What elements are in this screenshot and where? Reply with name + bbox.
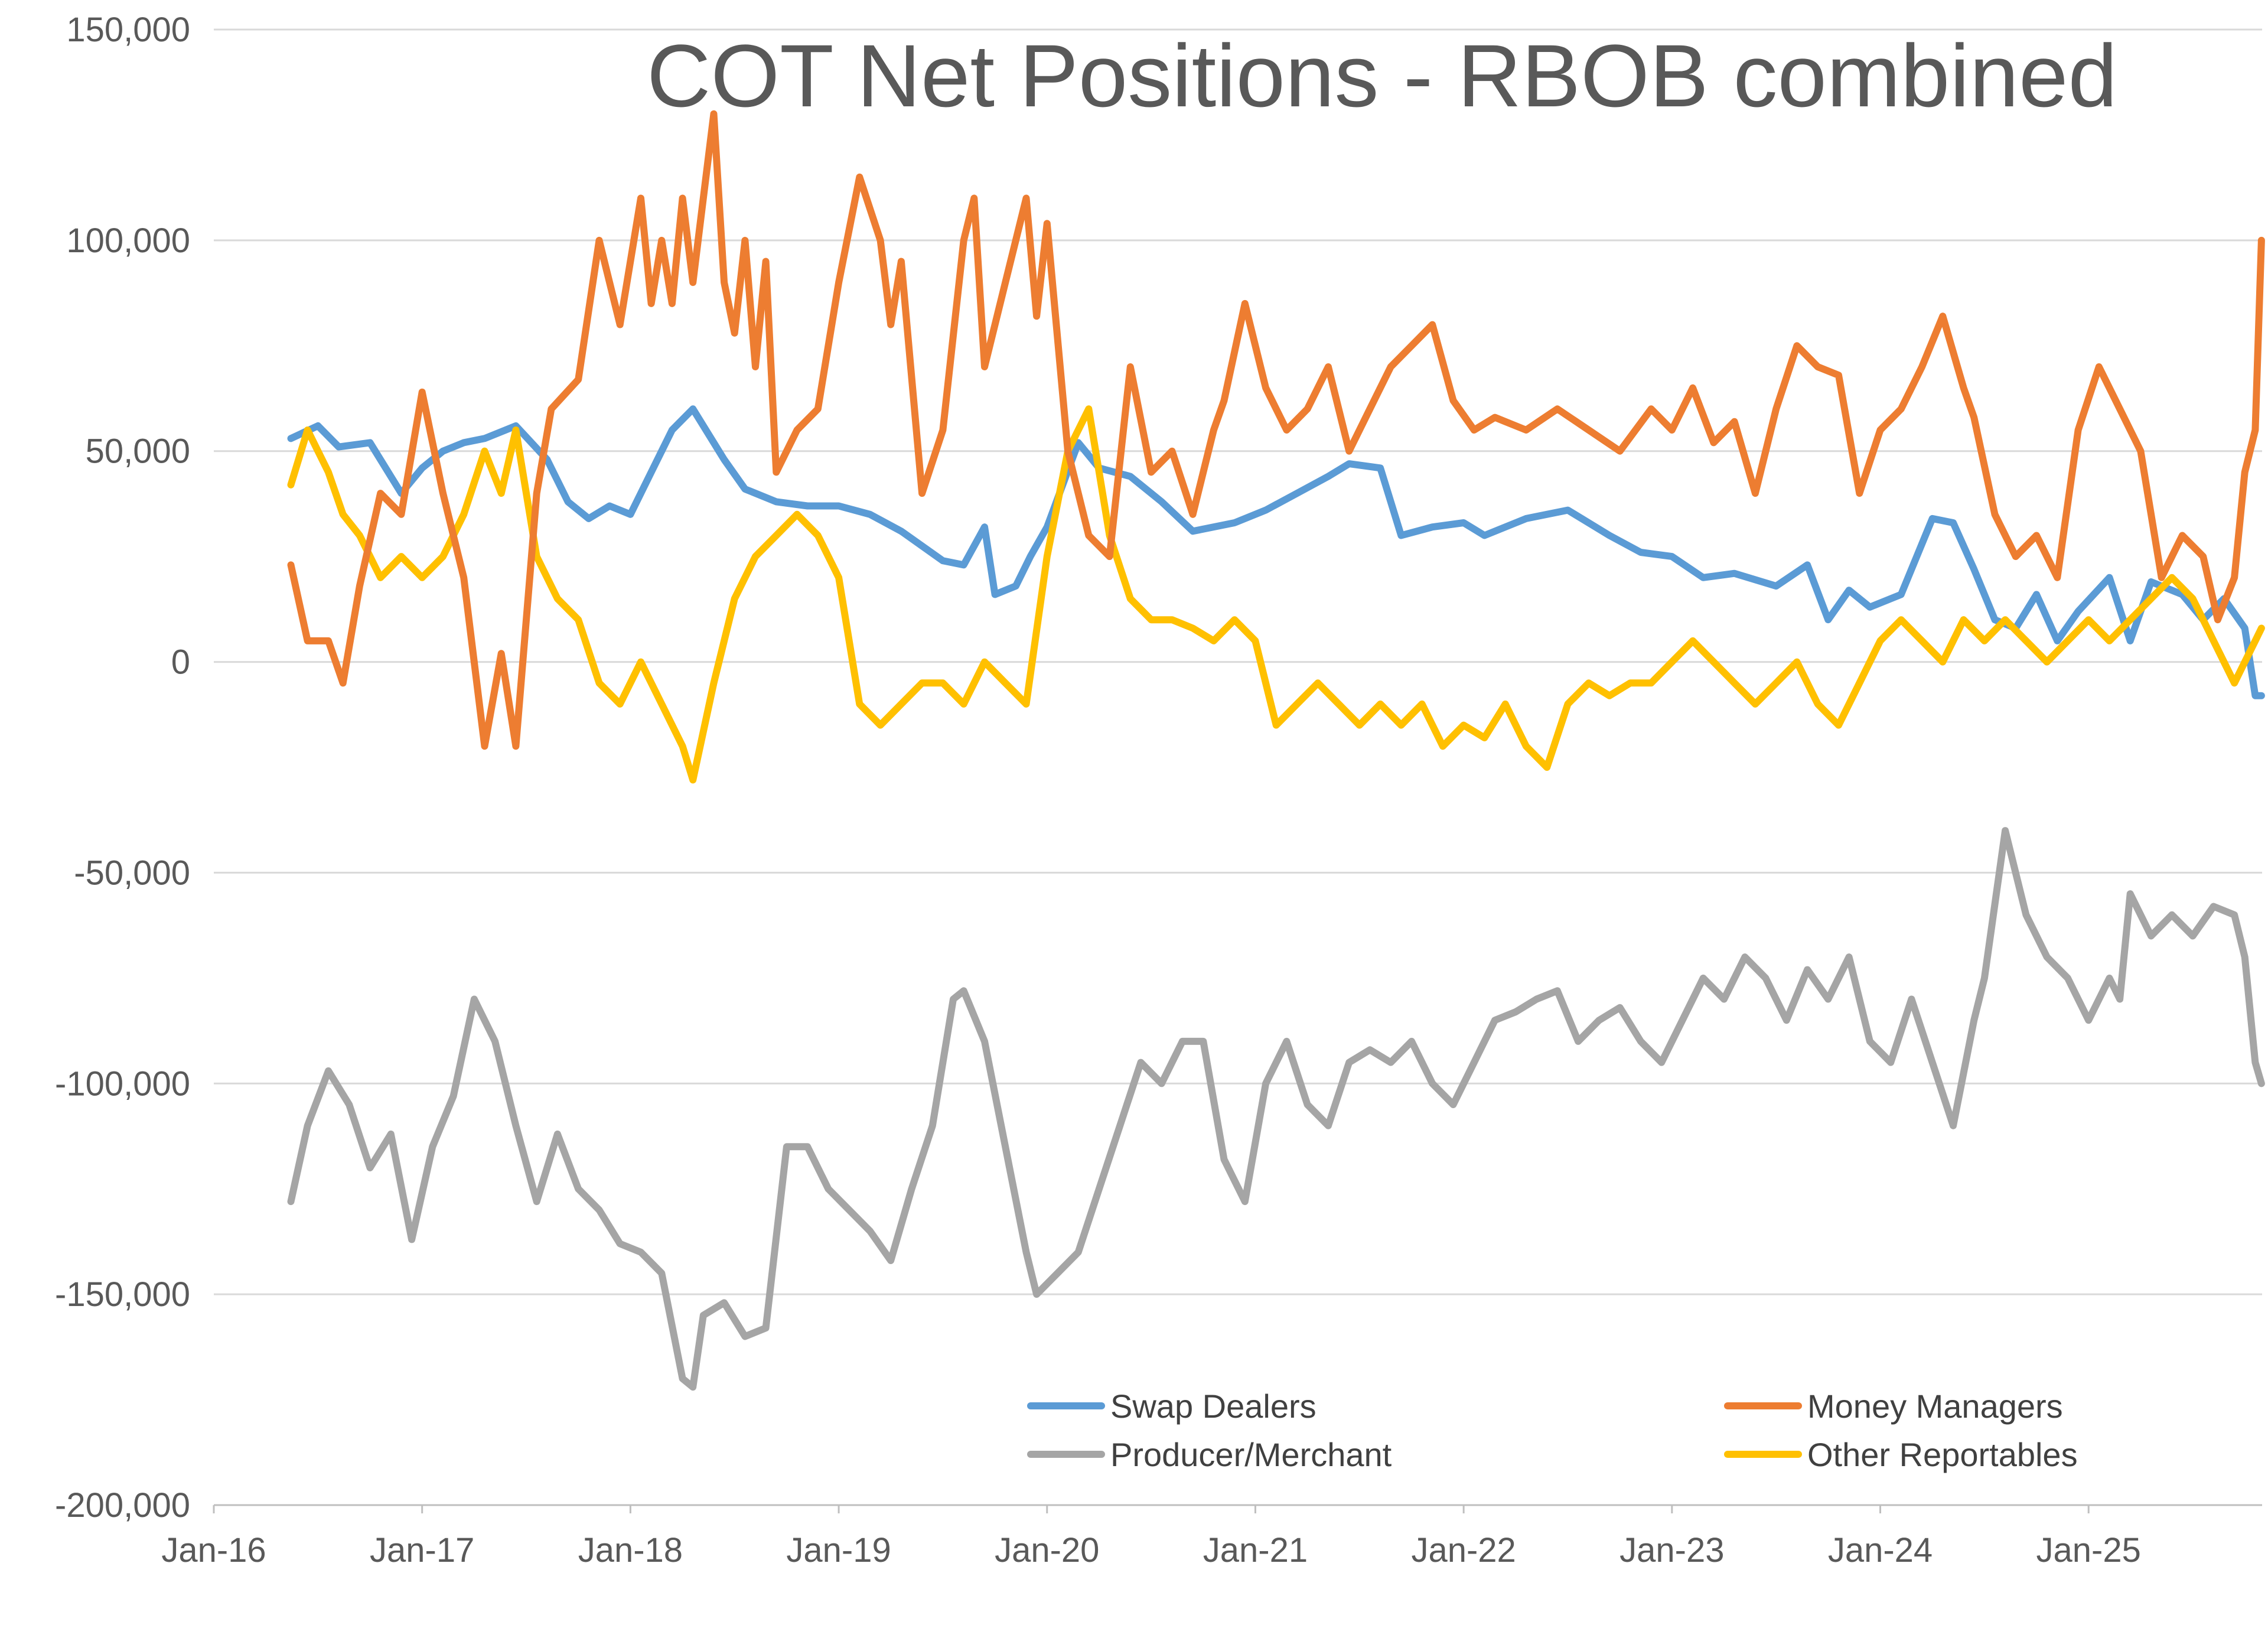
x-tick-label: Jan-16 [161,1531,266,1569]
legend-label: Swap Dealers [1110,1388,1317,1425]
gridlines [214,28,2262,1506]
x-tick-label: Jan-20 [995,1531,1099,1569]
y-tick-label: -50,000 [74,854,190,892]
y-tick-label: 100,000 [66,222,190,260]
y-tick-label: 0 [171,643,190,682]
x-tick-label: Jan-18 [578,1531,683,1569]
y-tick-label: -150,000 [55,1275,190,1314]
x-tick-label: Jan-22 [1411,1531,1516,1569]
legend-label: Producer/Merchant [1110,1436,1392,1473]
x-tick-label: Jan-23 [1619,1531,1724,1569]
series-line-producer-merchant [287,827,2265,1391]
series-line-other-reportables [287,405,2265,784]
legend-label: Other Reportables [1807,1436,2078,1473]
x-tick-label: Jan-25 [2036,1531,2141,1569]
x-tick-label: Jan-21 [1203,1531,1308,1569]
chart-title: COT Net Positions - RBOB combined [647,26,2117,125]
x-tick-label: Jan-19 [786,1531,891,1569]
x-tick-label: Jan-24 [1828,1531,1933,1569]
legend: Swap Dealers Money Managers Producer/Merch… [1027,1388,2078,1473]
y-axis: 150,000 100,000 50,000 0 -50,000 -100,000 -150… [55,11,190,1525]
x-tick-label: Jan-17 [370,1531,474,1569]
y-tick-label: 50,000 [86,432,190,471]
x-axis: Jan-16 Jan-17 Jan-18 Jan-19 Jan-20 Jan-21 Jan-… [161,1505,2141,1569]
legend-label: Money Managers [1807,1388,2063,1425]
y-tick-label: -200,000 [55,1486,190,1525]
series-line-money-managers [287,110,2265,750]
y-tick-label: 150,000 [66,11,190,49]
series-lines [287,110,2265,1391]
y-tick-label: -100,000 [55,1064,190,1103]
